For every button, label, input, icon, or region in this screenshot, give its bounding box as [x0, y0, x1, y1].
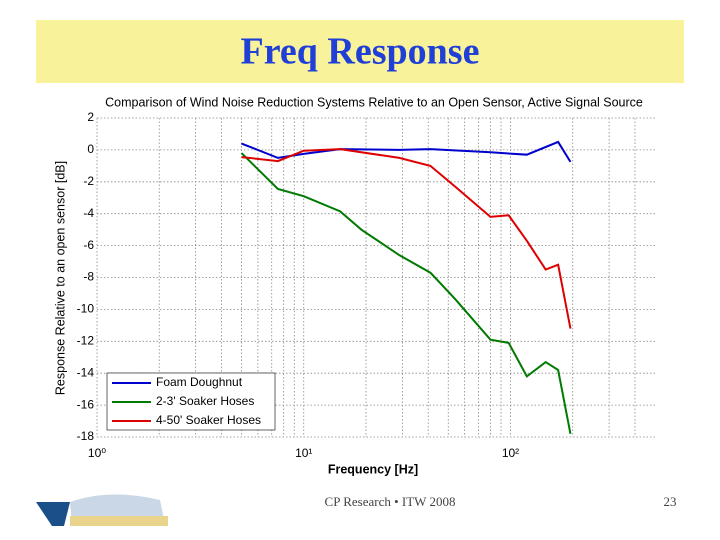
y-tick-label: -2	[83, 174, 94, 188]
footer-text: CP Research • ITW 2008	[325, 494, 456, 509]
data-line	[240, 152, 572, 434]
x-tick-label: 10⁰	[88, 446, 106, 460]
slide-title: Freq Response	[241, 31, 480, 73]
y-tick-label: -4	[83, 206, 94, 220]
title-banner	[36, 20, 684, 83]
legend-label: Foam Doughnut	[156, 375, 243, 389]
x-tick-label: 10²	[502, 446, 519, 460]
y-tick-label: -18	[77, 429, 95, 443]
y-tick-label: 2	[87, 110, 94, 124]
y-tick-label: -6	[83, 238, 94, 252]
logo	[36, 494, 168, 526]
y-tick-label: -16	[77, 397, 95, 411]
y-tick-label: -14	[77, 365, 95, 379]
page-number: 23	[664, 494, 677, 509]
y-tick-label: -12	[77, 333, 95, 347]
data-line	[241, 148, 572, 329]
legend-label: 2-3' Soaker Hoses	[156, 394, 254, 408]
x-axis-label: Frequency [Hz]	[328, 462, 418, 476]
y-tick-label: -10	[77, 302, 95, 316]
x-tick-label: 10¹	[295, 446, 312, 460]
legend-label: 4-50' Soaker Hoses	[156, 413, 261, 427]
y-tick-label: 0	[87, 142, 94, 156]
y-axis-label: Response Relative to an open sensor [dB]	[53, 161, 67, 395]
chart-title: Comparison of Wind Noise Reduction Syste…	[105, 95, 643, 109]
y-tick-label: -8	[83, 270, 94, 284]
